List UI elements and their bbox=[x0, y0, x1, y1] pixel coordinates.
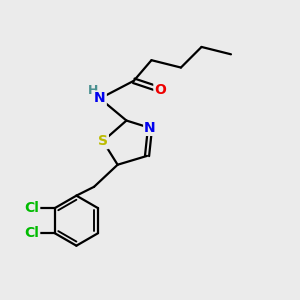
Text: Cl: Cl bbox=[24, 201, 39, 215]
Text: N: N bbox=[94, 92, 106, 106]
Text: S: S bbox=[98, 134, 108, 148]
Text: H: H bbox=[88, 84, 99, 97]
Text: O: O bbox=[154, 82, 166, 97]
Text: N: N bbox=[144, 121, 156, 135]
Text: Cl: Cl bbox=[24, 226, 39, 240]
